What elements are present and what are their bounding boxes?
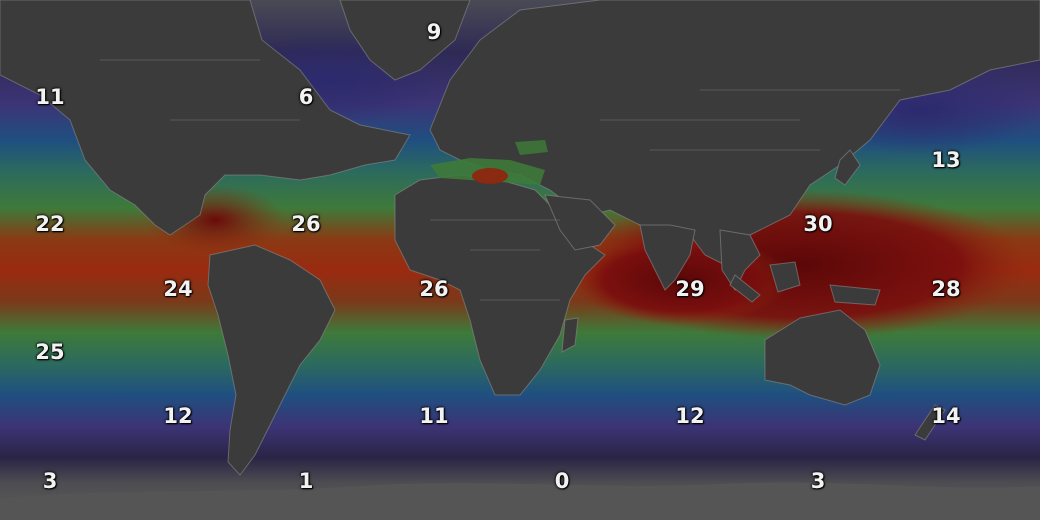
north-america: [0, 0, 411, 236]
mediterranean-warm-spot: [472, 168, 508, 184]
new-zealand: [914, 404, 946, 441]
border-lines: [100, 59, 900, 301]
africa: [394, 174, 606, 396]
borneo: [769, 261, 801, 293]
south-america: [207, 244, 336, 476]
new-guinea: [829, 284, 881, 306]
greenland: [339, 0, 471, 81]
southeast-asia: [719, 229, 761, 292]
arabia: [544, 194, 616, 251]
antarctica: [0, 482, 1040, 520]
japan: [834, 149, 861, 186]
india: [639, 224, 696, 291]
madagascar: [561, 317, 579, 353]
sumatra: [729, 274, 761, 303]
black-sea: [515, 140, 548, 155]
australia: [764, 309, 881, 406]
